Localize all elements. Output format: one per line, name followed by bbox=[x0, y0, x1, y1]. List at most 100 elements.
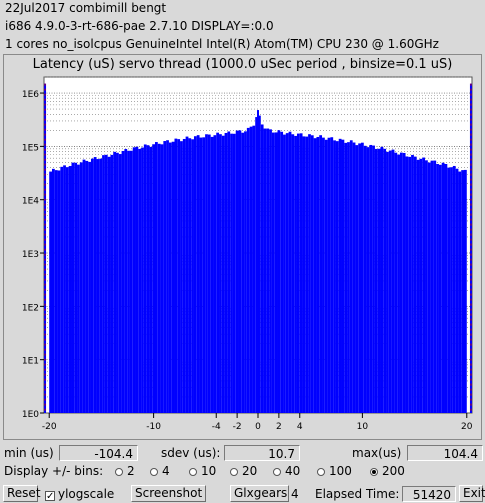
exit-button[interactable]: Exit bbox=[459, 485, 485, 502]
histogram-bar bbox=[341, 139, 345, 413]
bins-radio-10[interactable]: 10 bbox=[189, 464, 216, 478]
histogram-bar bbox=[54, 170, 58, 413]
histogram-bar bbox=[285, 133, 289, 413]
histogram-bar bbox=[405, 156, 409, 413]
histogram-bar bbox=[99, 158, 103, 413]
histogram-bar bbox=[227, 131, 231, 414]
histogram-bar bbox=[177, 139, 181, 413]
histogram-bar bbox=[296, 133, 300, 413]
histogram-bar bbox=[230, 133, 233, 413]
histogram-bar bbox=[352, 142, 356, 413]
histogram-bar bbox=[52, 168, 55, 413]
radio-dot-icon[interactable] bbox=[115, 468, 123, 476]
bins-radio-label: 200 bbox=[382, 464, 405, 478]
bins-radio-40[interactable]: 40 bbox=[273, 464, 300, 478]
radio-dot-icon[interactable] bbox=[150, 468, 158, 476]
histogram-bar bbox=[280, 131, 284, 413]
histogram-bar bbox=[49, 171, 53, 413]
header-line-1: 22Jul2017 combimill bengt bbox=[5, 1, 167, 15]
histogram-bar bbox=[241, 132, 245, 413]
histogram-bar bbox=[294, 135, 297, 413]
histogram-bar bbox=[202, 137, 206, 413]
glxgears-button[interactable]: Glxgears bbox=[230, 485, 289, 502]
histogram-bar bbox=[171, 141, 175, 413]
histogram-bar bbox=[399, 152, 403, 413]
histogram-bar bbox=[152, 144, 156, 413]
histogram-bar bbox=[402, 152, 406, 413]
histogram-bar bbox=[302, 136, 306, 413]
histogram-bar bbox=[63, 165, 66, 413]
ylogscale-checkbox[interactable]: ✓ bbox=[45, 491, 55, 502]
histogram-bar bbox=[221, 135, 225, 413]
histogram-bar bbox=[366, 147, 370, 413]
histogram-bar bbox=[422, 157, 426, 413]
histogram-bar bbox=[425, 160, 428, 413]
histogram-bar bbox=[185, 136, 189, 413]
elapsed-time-value: 51420 bbox=[402, 486, 456, 502]
histogram-bar bbox=[413, 156, 417, 413]
chart-title: Latency (uS) servo thread (1000.0 uSec p… bbox=[32, 57, 453, 72]
histogram-bar bbox=[441, 162, 445, 413]
histogram-bar bbox=[135, 146, 139, 413]
histogram-bar bbox=[207, 134, 211, 413]
histogram-bar bbox=[458, 171, 462, 413]
histogram-bar bbox=[113, 151, 117, 413]
histogram-bar bbox=[149, 146, 153, 413]
bins-radio-20[interactable]: 20 bbox=[230, 464, 257, 478]
histogram-bar bbox=[102, 155, 105, 413]
radio-dot-icon[interactable] bbox=[230, 468, 238, 476]
ylogscale-label: ylogscale bbox=[58, 487, 115, 501]
histogram-bar bbox=[308, 134, 311, 414]
radio-dot-icon[interactable] bbox=[317, 468, 325, 476]
histogram-bar bbox=[138, 148, 142, 413]
histogram-bar bbox=[288, 131, 292, 413]
bins-radio-label: 20 bbox=[242, 464, 258, 478]
histogram-bar bbox=[118, 154, 122, 414]
histogram-bar bbox=[324, 139, 328, 413]
histogram-bar bbox=[383, 148, 387, 413]
histogram-bar bbox=[388, 150, 392, 413]
bins-radio-200[interactable]: 200 bbox=[370, 464, 405, 478]
header-line-3: 1 cores no_isolcpus GenuineIntel Intel(R… bbox=[5, 37, 439, 51]
histogram-bar bbox=[369, 144, 373, 413]
y-tick-label: 1E1 bbox=[22, 357, 39, 367]
histogram-bar bbox=[411, 154, 414, 413]
histogram-bar bbox=[74, 162, 78, 413]
histogram-bar bbox=[380, 146, 384, 413]
histogram-bar bbox=[386, 151, 389, 413]
radio-dot-icon[interactable] bbox=[189, 468, 197, 476]
histogram-bar bbox=[349, 140, 353, 413]
histogram-bar bbox=[205, 134, 208, 413]
histogram-bar bbox=[82, 159, 86, 413]
histogram-bar bbox=[68, 166, 72, 413]
histogram-bar bbox=[210, 136, 214, 413]
histogram-bar bbox=[463, 169, 467, 413]
radio-dot-icon[interactable] bbox=[273, 468, 281, 476]
ylogscale-toggle[interactable]: ✓ ylogscale bbox=[45, 486, 114, 502]
histogram-bar bbox=[77, 164, 80, 413]
glxgears-count: 4 bbox=[291, 487, 299, 501]
histogram-bar bbox=[188, 138, 192, 413]
bins-radio-label: 4 bbox=[162, 464, 170, 478]
histogram-bar bbox=[327, 137, 331, 413]
radio-dot-icon[interactable] bbox=[370, 468, 378, 476]
screenshot-button[interactable]: Screenshot bbox=[131, 485, 206, 502]
bins-radio-100[interactable]: 100 bbox=[317, 464, 352, 478]
histogram-bar bbox=[313, 138, 317, 413]
histogram-bar bbox=[330, 137, 334, 413]
histogram-bar bbox=[71, 162, 75, 413]
bins-radio-2[interactable]: 2 bbox=[115, 464, 135, 478]
y-tick-label: 1E0 bbox=[22, 410, 39, 420]
bins-radio-4[interactable]: 4 bbox=[150, 464, 170, 478]
histogram-bar bbox=[132, 147, 136, 413]
y-tick-label: 1E4 bbox=[22, 197, 39, 207]
histogram-bar bbox=[93, 157, 97, 413]
histogram-bar bbox=[416, 159, 420, 413]
histogram-bar bbox=[433, 160, 437, 413]
reset-button[interactable]: Reset bbox=[3, 485, 41, 502]
histogram-bar bbox=[452, 165, 456, 413]
histogram-bar bbox=[358, 143, 361, 413]
histogram-bar bbox=[196, 135, 200, 413]
histogram-bar bbox=[255, 117, 258, 414]
histogram-bar bbox=[305, 136, 309, 413]
